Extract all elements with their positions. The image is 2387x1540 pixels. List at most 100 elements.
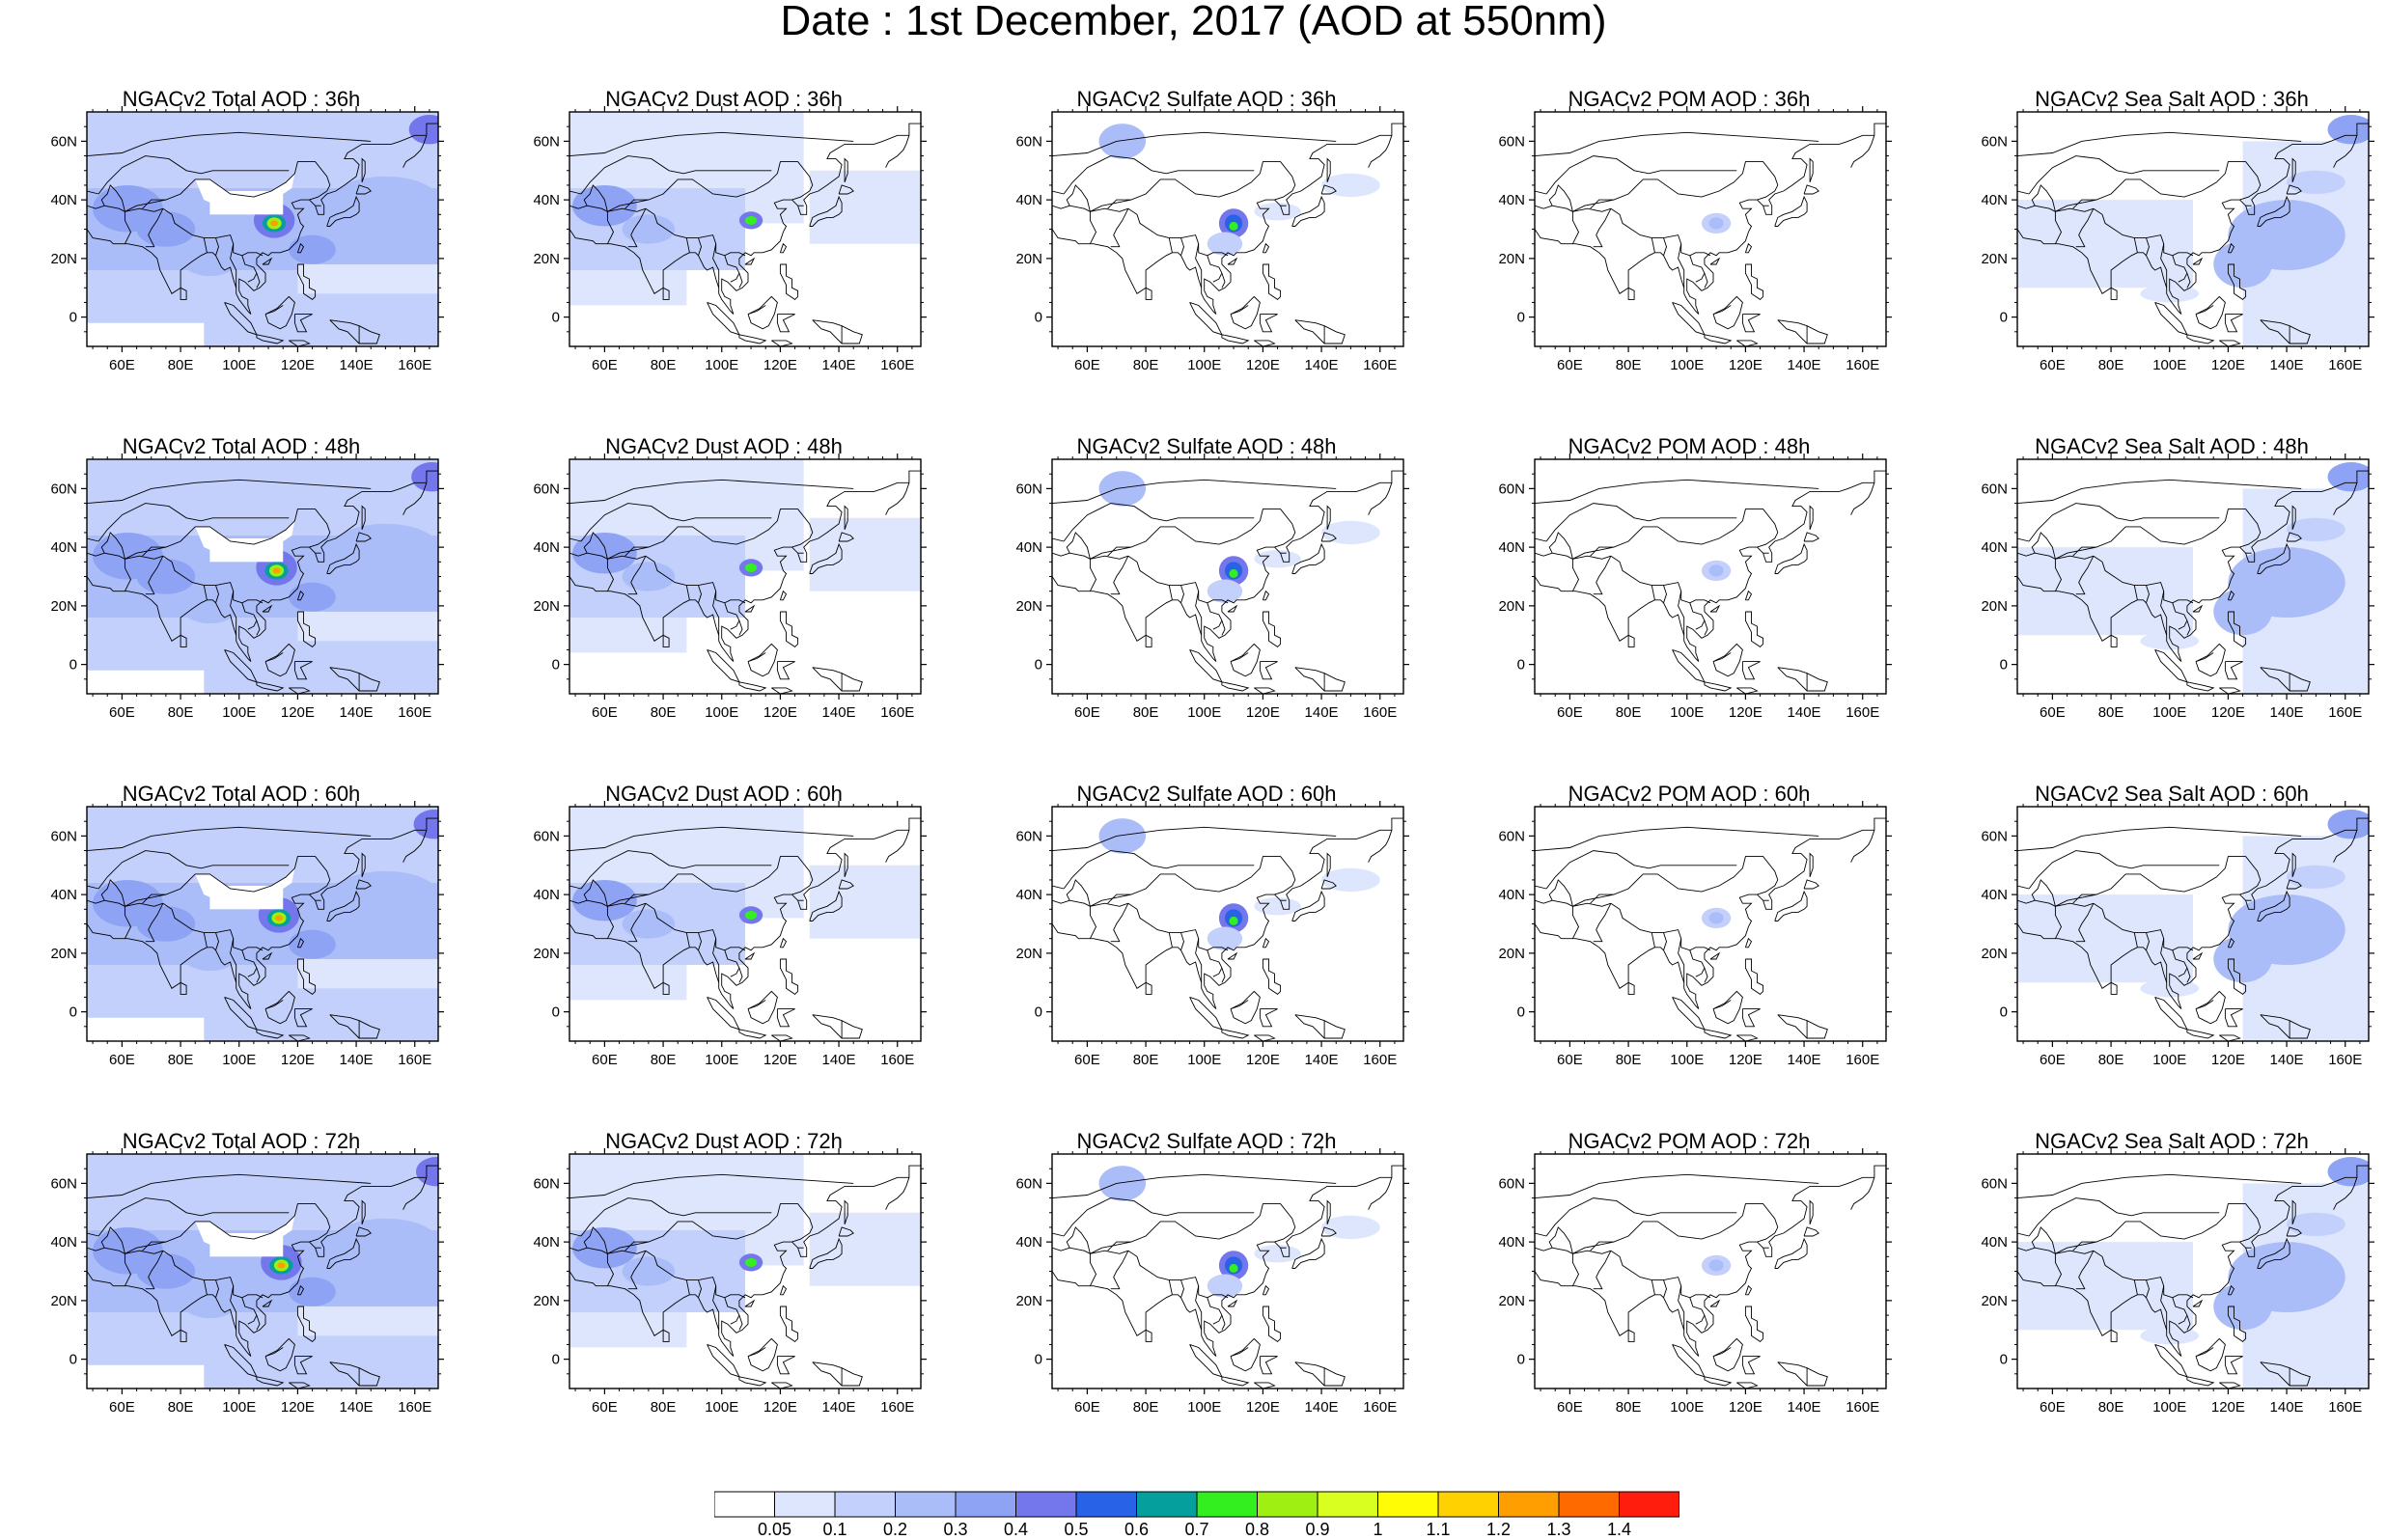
colorbar-box — [1136, 1491, 1198, 1518]
lat-tick-label: 60N — [1981, 1175, 2008, 1192]
coastline — [1320, 1226, 1337, 1237]
coastline — [2260, 319, 2311, 344]
coastline — [645, 1250, 746, 1299]
lon-tick-label: 80E — [1133, 704, 1159, 721]
map-panel-sulfate-72h: NGACv2 Sulfate AOD : 72h 60E 80E 100E 120E 14… — [1004, 1129, 1409, 1438]
aod-blob — [2287, 170, 2345, 195]
lat-tick-label: 60N — [1981, 481, 2008, 497]
lat-tick-label: 40N — [1498, 887, 1525, 903]
coastline — [361, 852, 366, 878]
coastline — [2195, 643, 2226, 677]
coastline — [2333, 135, 2358, 168]
coastline — [1678, 938, 1685, 983]
lon-tick-label: 160E — [2328, 357, 2362, 373]
coastline — [1709, 257, 1721, 265]
coastline — [1850, 135, 1875, 168]
coastline — [2035, 205, 2063, 244]
coastline — [1145, 634, 1152, 647]
coastline — [2186, 619, 2191, 636]
coastline — [1221, 334, 1250, 344]
lon-tick-label: 160E — [398, 1052, 431, 1068]
coastline — [1221, 1029, 1250, 1039]
aod-blob — [289, 582, 336, 612]
coastline — [1535, 826, 1819, 852]
map-panel-seasalt-48h: NGACv2 Sea Salt AOD : 48h 60E 80E 100E 120E 1… — [1969, 434, 2374, 743]
coastline — [162, 902, 264, 951]
coastline — [1704, 272, 1708, 289]
coastline — [2110, 634, 2118, 647]
panel-title: NGACv2 Sulfate AOD : 48h — [1076, 434, 1337, 458]
coastline — [1744, 242, 1753, 254]
lat-tick-label: 40N — [533, 192, 560, 208]
coastline — [1572, 161, 1779, 212]
coastline — [812, 1014, 863, 1039]
coastline — [1326, 1199, 1331, 1225]
coastline — [583, 1226, 608, 1254]
coastline — [1757, 885, 1775, 895]
coastline — [1052, 885, 1065, 890]
coastline — [1262, 1306, 1282, 1342]
coastline — [587, 552, 615, 591]
coastline — [724, 949, 740, 977]
lat-tick-label: 40N — [1498, 539, 1525, 556]
lat-tick-label: 0 — [1035, 657, 1042, 674]
lon-tick-label: 80E — [651, 357, 677, 373]
coastline — [1548, 1226, 1573, 1254]
lat-tick-label: 0 — [552, 1352, 560, 1368]
map-panel-pom-36h: NGACv2 POM AOD : 36h 60E 80E 100E 120E 140E 16… — [1486, 87, 1892, 396]
coastline — [1545, 503, 1737, 542]
coastline — [779, 242, 788, 254]
lat-tick-label: 20N — [1981, 946, 2008, 962]
lat-tick-label: 0 — [2000, 1352, 2008, 1368]
aod-blob — [180, 1282, 239, 1319]
panel-title: NGACv2 Dust AOD : 36h — [605, 87, 843, 111]
coastline — [1689, 602, 1706, 630]
aod-blob — [277, 1262, 286, 1269]
coastline — [2017, 885, 2030, 890]
coastline — [2035, 1247, 2063, 1286]
coastline — [2195, 305, 2214, 316]
coastline — [2055, 161, 2262, 212]
coastline — [2110, 1329, 2118, 1342]
coastline — [627, 207, 647, 248]
aod-blob — [180, 588, 239, 624]
coastline — [256, 967, 261, 983]
coastline — [1291, 542, 1325, 574]
coastline — [289, 1034, 311, 1041]
coastline — [1548, 879, 1573, 907]
aod-blob — [332, 1218, 438, 1266]
coastline — [264, 1000, 284, 1010]
coastline — [1294, 319, 1346, 344]
coastline — [1712, 305, 1732, 316]
coastline — [1262, 242, 1270, 254]
coastline — [2227, 958, 2247, 995]
lon-tick-label: 140E — [822, 1052, 856, 1068]
aod-blob — [1708, 1259, 1724, 1272]
coastline — [2227, 263, 2247, 300]
coastline — [2286, 532, 2302, 542]
coastline — [1110, 555, 1129, 595]
coastline — [296, 1284, 305, 1296]
map-panel-seasalt-36h: NGACv2 Sea Salt AOD : 36h 60E 80E 100E 120E 1… — [1969, 87, 2374, 396]
aod-map: 60E 80E 100E 120E 140E 160E 0 20N 40N 60N — [1498, 454, 1892, 721]
lon-tick-label: 140E — [2270, 704, 2304, 721]
coastline — [1663, 932, 1667, 950]
coastline — [1545, 1197, 1737, 1237]
coastline — [685, 1279, 690, 1295]
coastline — [1180, 237, 1184, 256]
aod-map: 60E 80E 100E 120E 140E 160E 0 20N 40N 60N — [1981, 1148, 2374, 1416]
coastline — [87, 470, 438, 662]
lat-tick-label: 60N — [1981, 828, 2008, 844]
lon-tick-label: 120E — [763, 357, 797, 373]
aod-blob — [136, 1253, 196, 1289]
coastline — [2017, 123, 2369, 315]
coastline — [142, 199, 166, 209]
lon-tick-label: 120E — [281, 357, 315, 373]
lon-tick-label: 60E — [109, 1399, 135, 1416]
lat-tick-label: 60N — [1015, 1175, 1042, 1192]
coastline — [1709, 951, 1721, 960]
lat-tick-label: 20N — [50, 946, 77, 962]
coastline — [224, 648, 258, 683]
aod-blob — [1254, 550, 1301, 568]
map-panel-dust-48h: NGACv2 Dust AOD : 48h 60E 80E 100E 120E 140E 1… — [521, 434, 927, 743]
